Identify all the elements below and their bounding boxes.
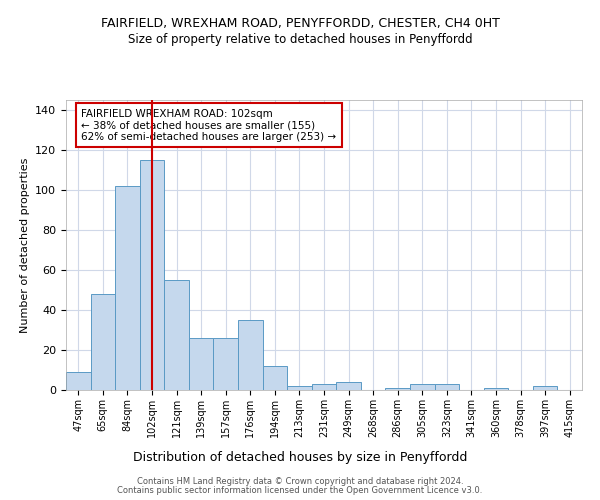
Bar <box>115 186 140 390</box>
Bar <box>189 338 214 390</box>
Text: Contains HM Land Registry data © Crown copyright and database right 2024.: Contains HM Land Registry data © Crown c… <box>137 477 463 486</box>
Bar <box>434 384 459 390</box>
Text: FAIRFIELD, WREXHAM ROAD, PENYFFORDD, CHESTER, CH4 0HT: FAIRFIELD, WREXHAM ROAD, PENYFFORDD, CHE… <box>101 18 499 30</box>
Text: Contains public sector information licensed under the Open Government Licence v3: Contains public sector information licen… <box>118 486 482 495</box>
Text: Distribution of detached houses by size in Penyffordd: Distribution of detached houses by size … <box>133 451 467 464</box>
Bar <box>214 338 238 390</box>
Text: Size of property relative to detached houses in Penyffordd: Size of property relative to detached ho… <box>128 32 472 46</box>
Bar <box>287 386 312 390</box>
Bar <box>263 366 287 390</box>
Bar <box>140 160 164 390</box>
Bar <box>66 372 91 390</box>
Bar <box>410 384 434 390</box>
Text: FAIRFIELD WREXHAM ROAD: 102sqm
← 38% of detached houses are smaller (155)
62% of: FAIRFIELD WREXHAM ROAD: 102sqm ← 38% of … <box>82 108 337 142</box>
Y-axis label: Number of detached properties: Number of detached properties <box>20 158 29 332</box>
Bar <box>336 382 361 390</box>
Bar <box>385 388 410 390</box>
Bar <box>238 320 263 390</box>
Bar <box>164 280 189 390</box>
Bar <box>312 384 336 390</box>
Bar <box>533 386 557 390</box>
Bar <box>484 388 508 390</box>
Bar <box>91 294 115 390</box>
